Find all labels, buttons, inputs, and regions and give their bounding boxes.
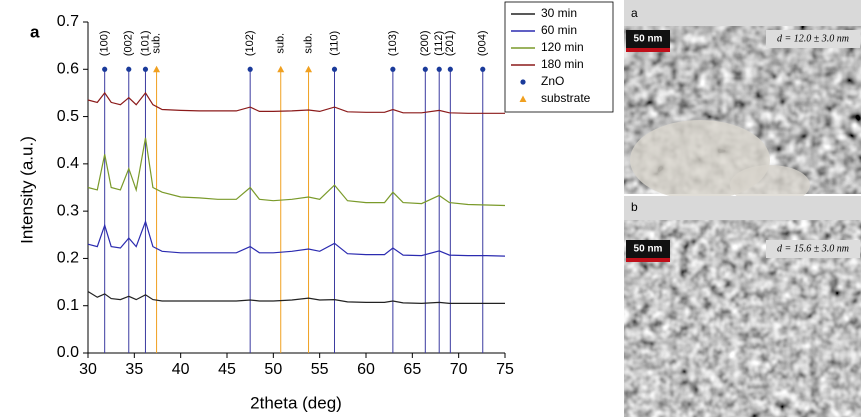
y-tick-label: 0.3 (57, 202, 79, 219)
panel-label: a (30, 22, 40, 41)
scale-box (626, 30, 670, 48)
x-tick-label: 70 (450, 361, 468, 378)
x-tick-label: 55 (311, 361, 329, 378)
size-box (766, 240, 860, 258)
y-tick-label: 0.7 (57, 13, 79, 30)
zno-marker (142, 66, 149, 72)
x-tick-label: 30 (79, 361, 97, 378)
reference-label: (002) (123, 30, 135, 56)
zno-marker (436, 66, 442, 72)
reference-label: (200) (419, 30, 431, 56)
y-tick-label: 0.1 (57, 297, 79, 314)
legend-label: 120 min (541, 40, 584, 54)
size-text: d = 15.6 ± 3.0 nm (777, 243, 849, 254)
reference-label: sub. (150, 33, 162, 54)
image-label: a (631, 6, 638, 20)
legend-swatch (520, 79, 526, 85)
legend-label: substrate (541, 91, 591, 105)
reference-label: sub. (275, 33, 287, 54)
substrate-marker (305, 65, 313, 73)
y-tick-label: 0.5 (57, 108, 79, 125)
x-tick-label: 40 (172, 361, 190, 378)
legend-label: 180 min (541, 57, 584, 71)
series-line (87, 91, 505, 114)
zno-marker (126, 66, 132, 72)
y-tick-label: 0.0 (57, 344, 79, 361)
reference-label: (110) (328, 31, 340, 56)
x-tick-label: 75 (496, 361, 514, 378)
legend-swatch (519, 95, 527, 102)
x-tick-label: 65 (403, 361, 421, 378)
reference-label: (101) (139, 30, 151, 56)
series-line (87, 219, 506, 257)
legend-box (504, 1, 614, 113)
reference-label: (201) (444, 30, 456, 56)
x-tick-label: 50 (264, 361, 282, 378)
y-axis-label: Intensity (a.u.) (17, 136, 36, 244)
panel-header (624, 0, 861, 26)
scale-text: 50 nm (634, 34, 663, 45)
substrate-marker (153, 65, 161, 73)
image-label: b (631, 200, 638, 214)
scale-bar (626, 48, 670, 52)
series-line (87, 290, 505, 305)
tem-panel-b: b 50 nm d = 15.6 ± 3.0 nm (624, 196, 861, 417)
zno-marker (102, 66, 108, 72)
x-tick-label: 35 (125, 361, 143, 378)
size-text: d = 12.0 ± 3.0 nm (777, 33, 849, 44)
zno-marker (331, 66, 338, 72)
tem-panel-a: a 50 nm d = 12.0 ± 3.0 nm (624, 0, 861, 205)
series-line (87, 137, 506, 207)
zno-marker (447, 66, 453, 72)
reference-label: (004) (477, 30, 489, 56)
legend-label: 60 min (541, 23, 577, 37)
scale-text: 50 nm (634, 244, 663, 255)
y-tick-label: 0.4 (57, 155, 79, 172)
reference-label: (102) (244, 30, 256, 56)
zno-marker (480, 66, 486, 72)
x-axis-label: 2theta (deg) (250, 393, 342, 412)
y-tick-label: 0.6 (57, 61, 79, 78)
zno-marker (247, 66, 253, 72)
legend-label: ZnO (541, 74, 564, 88)
y-tick-label: 0.2 (57, 250, 79, 267)
scale-bar (626, 258, 670, 262)
reference-label: (112) (433, 31, 445, 56)
substrate-marker (277, 65, 285, 73)
bright-region (730, 165, 810, 205)
x-tick-label: 60 (357, 361, 375, 378)
x-tick-label: 45 (218, 361, 236, 378)
legend-label: 30 min (541, 6, 577, 20)
zno-marker (390, 66, 396, 72)
scale-box (626, 240, 670, 258)
reference-label: (103) (387, 30, 399, 56)
size-box (766, 30, 860, 48)
reference-label: (100) (99, 30, 111, 56)
zno-marker (422, 66, 428, 72)
panel-header (624, 196, 861, 220)
reference-label: sub. (302, 33, 314, 54)
